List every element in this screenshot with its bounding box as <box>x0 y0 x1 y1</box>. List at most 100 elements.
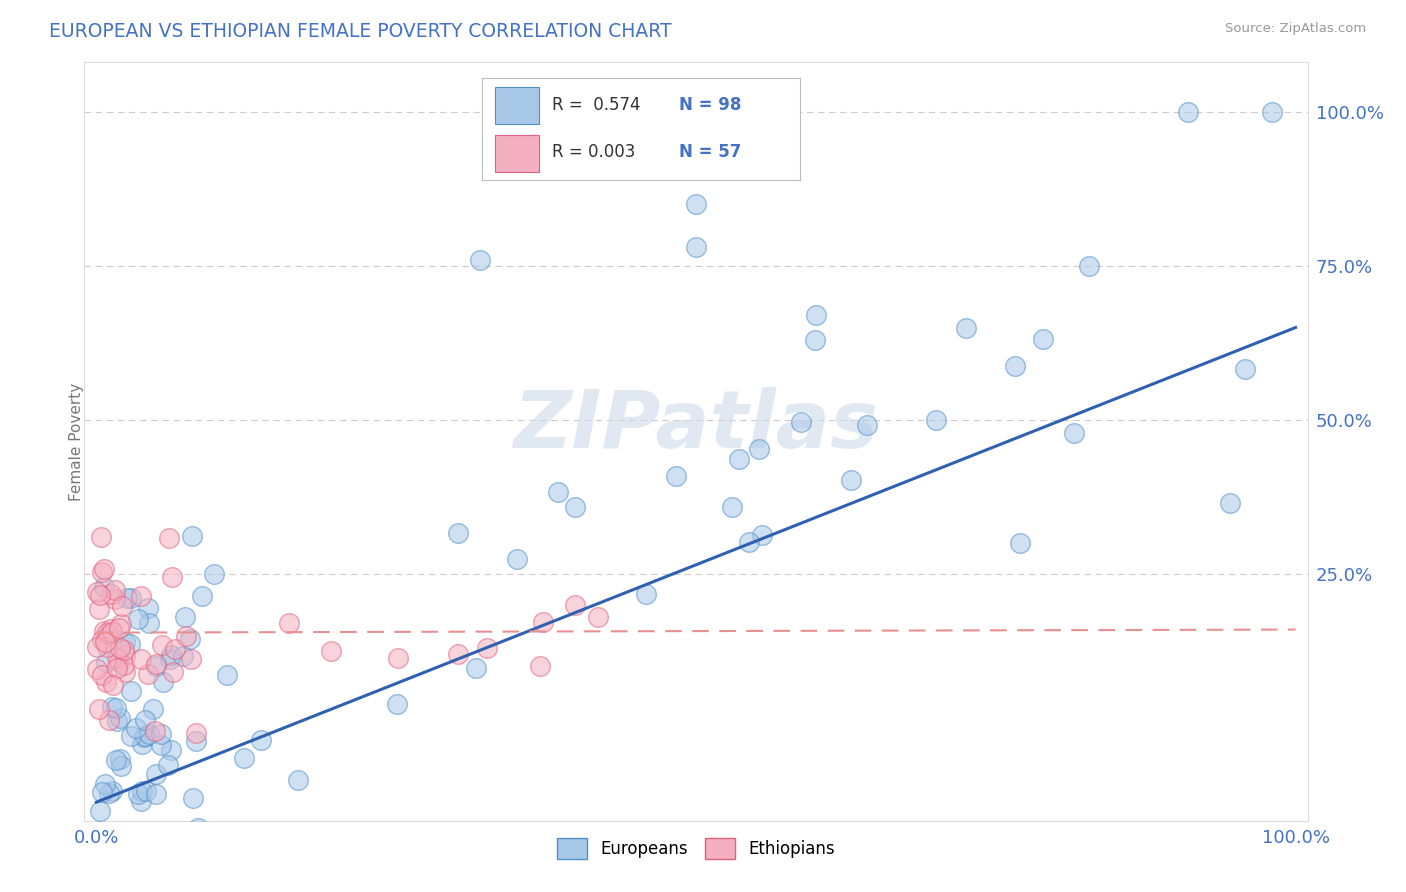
Point <box>685 197 707 211</box>
Point <box>91 565 114 579</box>
Point <box>120 729 142 743</box>
Point <box>159 651 181 665</box>
Point <box>96 674 118 689</box>
Point <box>104 583 127 598</box>
Point <box>131 784 153 798</box>
Point <box>101 699 124 714</box>
Point <box>98 627 121 641</box>
Point <box>125 721 148 735</box>
Point <box>117 843 139 857</box>
Point <box>98 786 121 800</box>
Point <box>1260 104 1282 119</box>
Point <box>186 734 208 748</box>
Point <box>136 667 159 681</box>
Point <box>108 641 131 656</box>
Point <box>108 621 131 635</box>
Point <box>104 700 127 714</box>
Point <box>217 668 239 682</box>
Point <box>145 659 167 673</box>
Point <box>240 862 263 876</box>
Point <box>246 845 269 859</box>
Point <box>748 442 770 457</box>
Point <box>172 649 194 664</box>
Point <box>278 616 301 631</box>
Legend: Europeans, Ethiopians: Europeans, Ethiopians <box>551 831 841 865</box>
Point <box>477 640 499 655</box>
Point <box>142 702 165 716</box>
Text: ZIPatlas: ZIPatlas <box>513 387 879 466</box>
Point <box>94 656 117 670</box>
Point <box>191 589 214 603</box>
Point <box>173 610 195 624</box>
Point <box>149 727 172 741</box>
Point <box>127 787 149 801</box>
Point <box>232 750 254 764</box>
Point <box>86 662 108 676</box>
Point <box>105 650 128 665</box>
Point <box>505 551 527 566</box>
Point <box>134 713 156 727</box>
Point <box>1177 104 1199 119</box>
Point <box>385 697 408 711</box>
Point <box>101 678 124 692</box>
Point <box>529 658 551 673</box>
Point <box>131 737 153 751</box>
Point <box>1032 332 1054 346</box>
Point <box>250 733 273 747</box>
Point <box>790 415 813 429</box>
Point <box>112 658 135 673</box>
Point <box>91 668 114 682</box>
Point <box>105 714 128 728</box>
Point <box>387 650 409 665</box>
Point <box>86 640 108 654</box>
Point <box>804 308 827 322</box>
Point <box>134 729 156 743</box>
Point <box>446 648 468 662</box>
Point <box>138 727 160 741</box>
Point <box>110 599 132 614</box>
Point <box>160 570 183 584</box>
Point <box>120 684 142 698</box>
Point <box>86 585 108 599</box>
Point <box>103 849 125 863</box>
Point <box>180 528 202 542</box>
Point <box>127 612 149 626</box>
Point <box>89 588 111 602</box>
Point <box>135 784 157 798</box>
Point <box>721 500 744 515</box>
Text: Source: ZipAtlas.com: Source: ZipAtlas.com <box>1226 22 1367 36</box>
Point <box>96 625 118 640</box>
Point <box>110 759 132 773</box>
Point <box>173 879 195 892</box>
Point <box>287 773 309 788</box>
Point <box>90 633 112 648</box>
Point <box>96 640 118 654</box>
Point <box>727 452 749 467</box>
Point <box>138 616 160 631</box>
Point <box>319 644 342 658</box>
Point <box>751 527 773 541</box>
Point <box>114 635 136 649</box>
Point <box>97 714 120 728</box>
Point <box>160 648 183 662</box>
Point <box>925 413 948 427</box>
Point <box>156 758 179 772</box>
Point <box>665 469 688 483</box>
Point <box>90 531 112 545</box>
Point <box>150 738 173 752</box>
Point <box>89 602 111 616</box>
Point <box>150 638 173 652</box>
Point <box>142 874 165 888</box>
Point <box>1219 496 1241 510</box>
Point <box>94 777 117 791</box>
Point <box>105 753 128 767</box>
Point <box>110 616 132 631</box>
Point <box>104 591 127 606</box>
Point <box>1077 259 1099 273</box>
Point <box>202 566 225 581</box>
Point <box>856 417 879 432</box>
Point <box>564 500 586 515</box>
Point <box>1233 361 1256 376</box>
Point <box>136 600 159 615</box>
Point <box>159 531 181 545</box>
